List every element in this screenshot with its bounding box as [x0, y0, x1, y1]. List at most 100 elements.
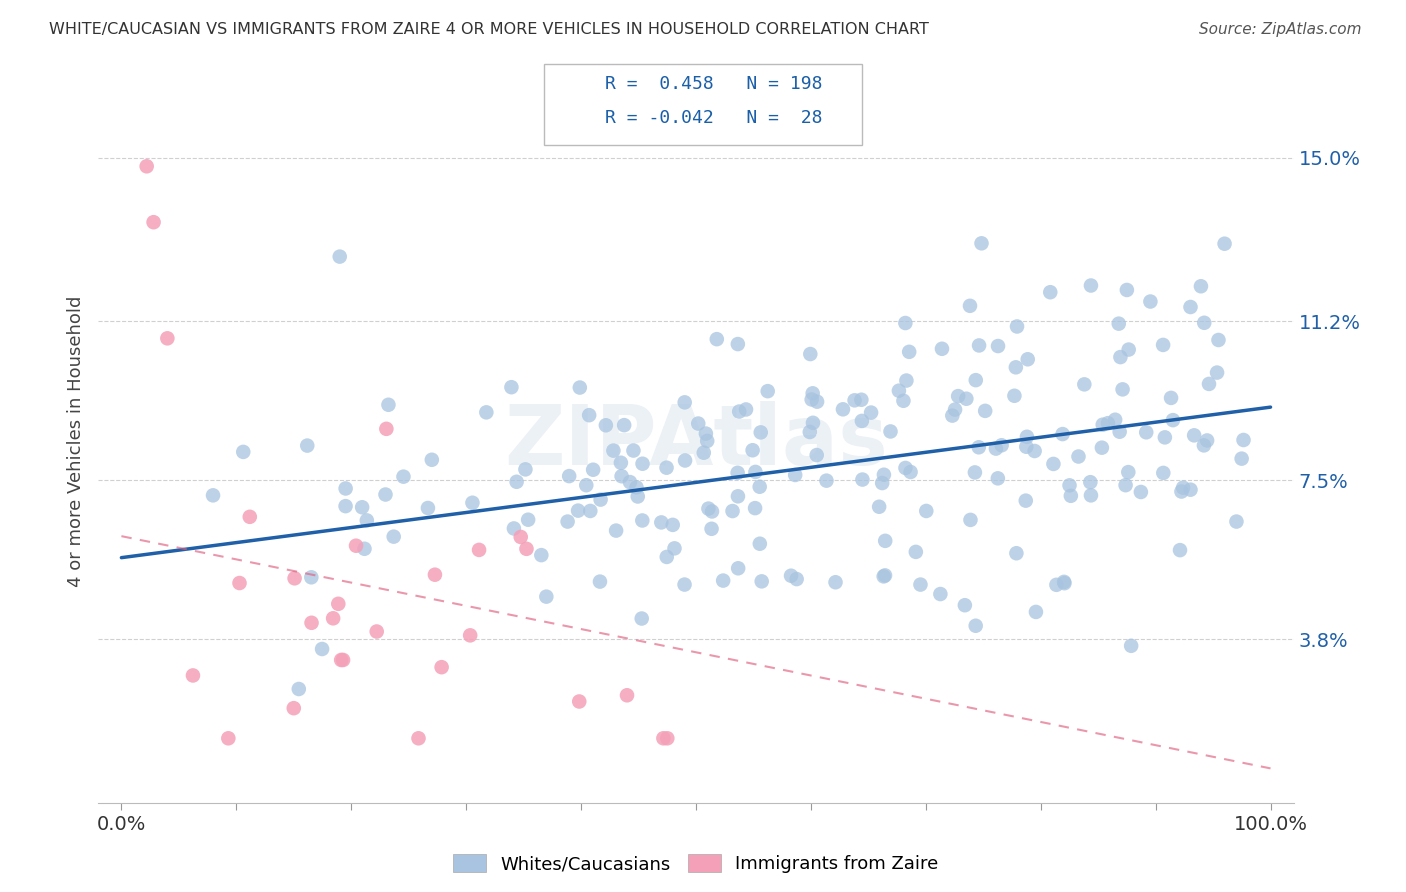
Point	[893, 393, 915, 408]
Point	[915, 504, 938, 518]
Point	[239, 509, 262, 524]
Point	[619, 475, 641, 489]
Point	[943, 402, 966, 417]
Point	[946, 389, 969, 403]
Point	[1168, 543, 1191, 558]
Point	[142, 215, 165, 229]
Point	[589, 492, 612, 507]
Point	[375, 422, 398, 436]
Point	[959, 299, 981, 313]
Point	[1170, 484, 1192, 499]
Point	[748, 480, 770, 494]
Point	[1208, 333, 1230, 347]
Point	[748, 537, 770, 551]
Point	[344, 539, 367, 553]
Point	[873, 569, 896, 583]
Point	[1109, 350, 1132, 364]
Point	[515, 462, 537, 476]
Point	[1135, 425, 1157, 440]
Point	[568, 380, 591, 394]
Point	[953, 598, 976, 612]
Point	[475, 405, 498, 419]
Point	[578, 408, 600, 422]
Point	[987, 471, 1010, 485]
Point	[1091, 441, 1114, 455]
Point	[181, 668, 204, 682]
Point	[785, 467, 807, 482]
Point	[1017, 352, 1039, 367]
Point	[1091, 417, 1114, 432]
Point	[873, 467, 896, 482]
Point	[735, 402, 758, 417]
Point	[799, 425, 821, 439]
Point	[721, 504, 744, 518]
Point	[832, 402, 855, 417]
Point	[515, 541, 537, 556]
Text: ZIPAtlas: ZIPAtlas	[503, 401, 889, 482]
Point	[228, 576, 250, 591]
Point	[1097, 416, 1119, 430]
Point	[711, 574, 734, 588]
Point	[1045, 578, 1067, 592]
Point	[696, 434, 718, 448]
Point	[557, 515, 579, 529]
Point	[879, 425, 901, 439]
Point	[1161, 413, 1184, 427]
Point	[1194, 316, 1216, 330]
Point	[650, 516, 672, 530]
Point	[156, 331, 179, 345]
Point	[1053, 576, 1076, 591]
Point	[1111, 383, 1133, 397]
Point	[595, 418, 617, 433]
Point	[1005, 319, 1028, 334]
Point	[655, 460, 678, 475]
Point	[468, 542, 491, 557]
Point	[301, 615, 323, 630]
Point	[382, 530, 405, 544]
Point	[1206, 366, 1229, 380]
Point	[1005, 360, 1028, 375]
Point	[567, 503, 589, 517]
Point	[332, 653, 354, 667]
Point	[941, 409, 963, 423]
Point	[366, 624, 388, 639]
Point	[202, 488, 225, 502]
Point	[780, 568, 803, 582]
Point	[1073, 377, 1095, 392]
Point	[505, 475, 527, 489]
Text: R = -0.042   N =  28: R = -0.042 N = 28	[605, 109, 823, 127]
Point	[664, 541, 686, 556]
Point	[1152, 466, 1174, 480]
Point	[589, 574, 612, 589]
Point	[1230, 451, 1253, 466]
Point	[801, 416, 824, 430]
Point	[330, 653, 353, 667]
Point	[974, 404, 997, 418]
Point	[801, 386, 824, 401]
Point	[1025, 605, 1047, 619]
Point	[875, 533, 897, 548]
Point	[322, 611, 344, 625]
Point	[1189, 279, 1212, 293]
Point	[461, 496, 484, 510]
Point	[630, 611, 652, 625]
Point	[990, 438, 1012, 452]
Point	[1192, 438, 1215, 452]
Point	[688, 417, 710, 431]
Point	[844, 393, 866, 408]
Point	[356, 513, 378, 527]
Point	[955, 392, 977, 406]
Point	[1213, 236, 1236, 251]
Point	[910, 577, 932, 591]
Point	[900, 465, 922, 479]
Point	[904, 545, 927, 559]
Point	[297, 439, 319, 453]
Point	[657, 731, 679, 746]
Point	[623, 443, 645, 458]
Point	[1232, 433, 1254, 447]
Point	[967, 440, 990, 454]
Point	[1039, 285, 1062, 300]
Point	[284, 571, 307, 585]
Point	[894, 316, 917, 330]
Point	[1024, 444, 1046, 458]
